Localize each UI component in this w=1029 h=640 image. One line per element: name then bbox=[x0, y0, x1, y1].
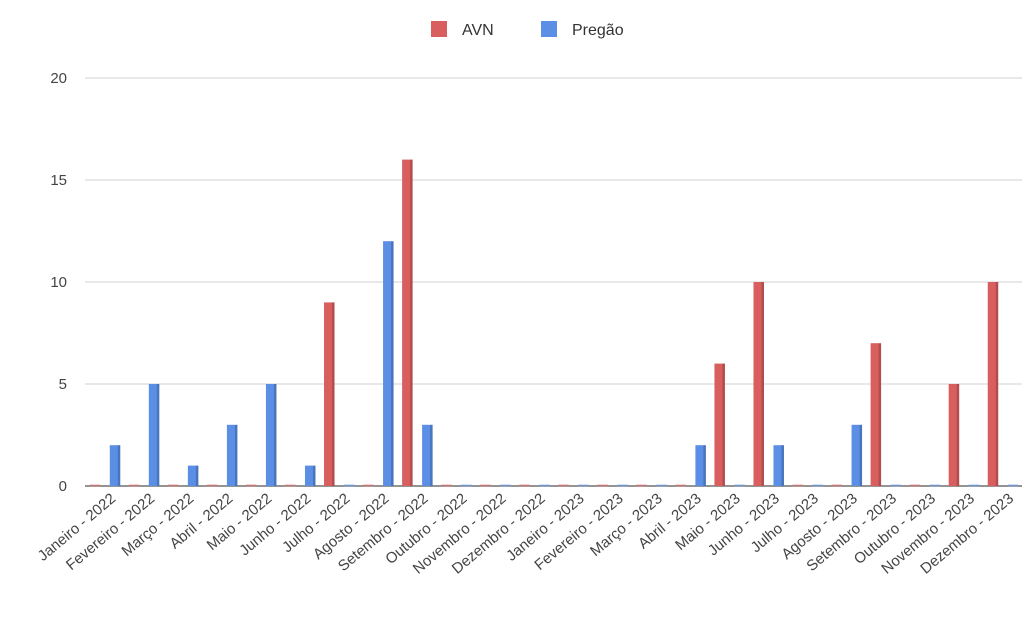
bar-shade bbox=[234, 424, 238, 486]
bar-pregao-zero bbox=[968, 484, 980, 487]
bar-pregao bbox=[422, 424, 433, 486]
bar-pregao-zero bbox=[734, 484, 745, 487]
bar-avn bbox=[753, 282, 764, 486]
bar-avn-zero bbox=[831, 484, 843, 487]
bar-avn-zero bbox=[206, 484, 218, 487]
bar-pregao-zero bbox=[539, 484, 550, 487]
y-tick-label: 5 bbox=[59, 376, 67, 393]
bar-pregao-zero bbox=[344, 484, 355, 487]
bar-avn bbox=[948, 384, 960, 486]
bar-shade bbox=[391, 241, 394, 486]
bar-shade bbox=[703, 445, 706, 486]
bar-avn bbox=[987, 282, 999, 486]
bar-avn-zero bbox=[128, 484, 140, 487]
y-tick-label: 10 bbox=[50, 274, 67, 291]
bar-avn-zero bbox=[519, 484, 530, 487]
bar-shade bbox=[430, 424, 433, 486]
bar-pregao-zero bbox=[929, 484, 941, 487]
bar-avn bbox=[714, 363, 725, 486]
bar-shade bbox=[117, 445, 121, 486]
bar-avn-zero bbox=[597, 484, 608, 487]
bar-shade bbox=[156, 384, 160, 486]
bar-avn-zero bbox=[441, 484, 452, 487]
legend-label-pregao: Pregão bbox=[572, 22, 624, 39]
gridlines bbox=[85, 77, 1022, 487]
bar-pregao-zero bbox=[812, 484, 824, 487]
legend-label-avn: AVN bbox=[462, 22, 494, 39]
bar-shade bbox=[761, 282, 764, 486]
bar-shade bbox=[332, 302, 335, 486]
bar-pregao-zero bbox=[617, 484, 628, 487]
y-tick-label: 15 bbox=[50, 172, 67, 189]
bar-shade bbox=[410, 159, 413, 486]
bar-avn-zero bbox=[558, 484, 569, 487]
bar-pregao-zero bbox=[656, 484, 667, 487]
bar-avn-zero bbox=[480, 484, 491, 487]
bar-shade bbox=[273, 384, 277, 486]
bar-pregao bbox=[265, 384, 277, 486]
bar-shade bbox=[995, 282, 999, 486]
bar-pregao bbox=[304, 465, 316, 486]
bar-avn bbox=[870, 343, 882, 486]
legend-swatch-pregao bbox=[541, 21, 557, 37]
bar-pregao bbox=[187, 465, 199, 486]
bar-avn-zero bbox=[284, 484, 296, 487]
bar-shade bbox=[195, 465, 199, 486]
y-axis: 0 5 10 15 20 bbox=[50, 70, 67, 495]
bar-avn-zero bbox=[636, 484, 647, 487]
bar-shade bbox=[859, 424, 863, 486]
y-tick-label: 20 bbox=[50, 70, 67, 87]
bar-pregao bbox=[109, 445, 121, 486]
bar-pregao bbox=[148, 384, 160, 486]
bar-shade bbox=[956, 384, 960, 486]
bar-pregao-zero bbox=[461, 484, 472, 487]
bar-shade bbox=[722, 363, 725, 486]
bar-pregao bbox=[773, 445, 784, 486]
bar-avn-zero bbox=[675, 484, 686, 487]
y-tick-label: 0 bbox=[59, 478, 67, 495]
bar-avn-zero bbox=[792, 484, 804, 487]
bar-pregao bbox=[383, 241, 394, 486]
bar-shade bbox=[878, 343, 882, 486]
bar-avn bbox=[402, 159, 413, 486]
bar-avn-zero bbox=[245, 484, 257, 487]
bar-pregao bbox=[695, 445, 706, 486]
bar-pregao-zero bbox=[500, 484, 511, 487]
bar-avn-zero bbox=[167, 484, 179, 487]
bar-pregao-zero bbox=[578, 484, 589, 487]
bar-pregao bbox=[226, 424, 238, 486]
bar-shade bbox=[312, 465, 316, 486]
bars bbox=[89, 159, 1019, 487]
bar-pregao-zero bbox=[1007, 484, 1019, 487]
bar-pregao-zero bbox=[890, 484, 902, 487]
legend: AVN Pregão bbox=[431, 21, 624, 39]
bar-avn-zero bbox=[89, 484, 101, 487]
bar-avn bbox=[324, 302, 335, 486]
bar-avn-zero bbox=[363, 484, 374, 487]
bar-pregao bbox=[851, 424, 863, 486]
bar-avn-zero bbox=[909, 484, 921, 487]
legend-swatch-avn bbox=[431, 21, 447, 37]
bar-shade bbox=[781, 445, 784, 486]
